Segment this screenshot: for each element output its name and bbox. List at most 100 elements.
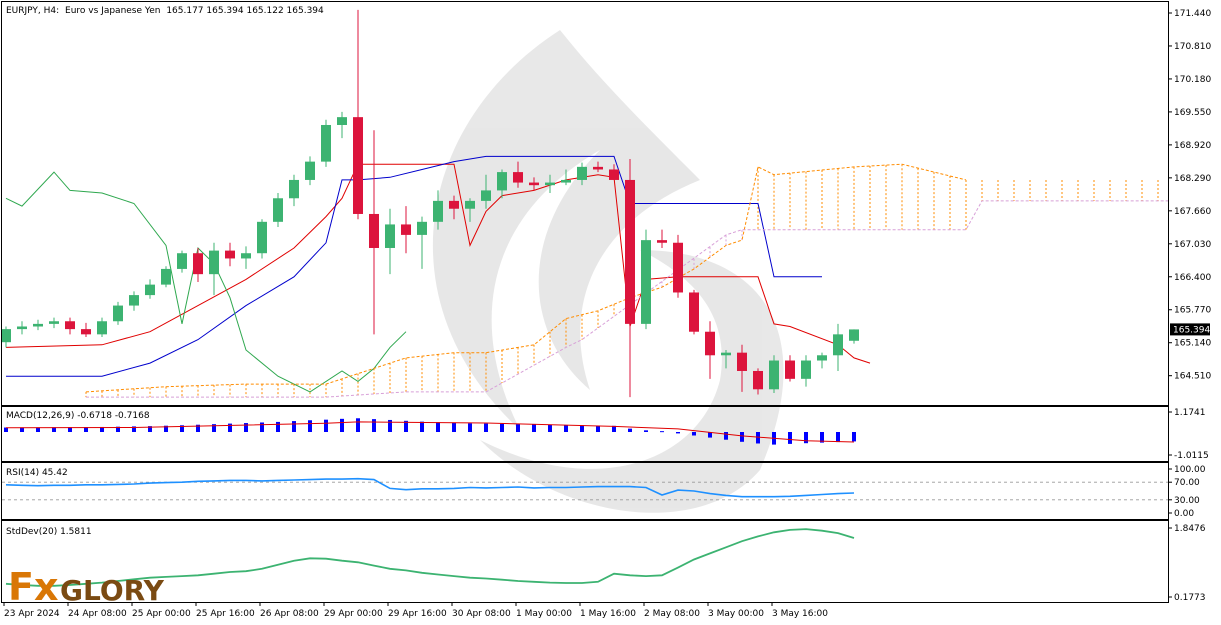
candle [305,156,315,186]
candle [49,317,59,329]
price-tick-label: 171.440 [1174,9,1211,19]
rsi-tick-label: 100.00 [1174,465,1206,475]
candle [321,119,331,167]
stddev-tick-label: 1.8476 [1174,524,1206,534]
candle-body [161,268,171,285]
macd-bar [740,432,744,442]
macd-bar [788,432,792,444]
candle-body [529,182,539,186]
macd-bar [388,419,392,432]
candle-body [97,321,107,335]
time-tick-label: 29 Apr 00:00 [324,609,383,619]
candle-body [465,200,475,209]
candle [705,321,715,379]
candle-body [609,169,619,180]
macd-bar [196,424,200,432]
candle [433,190,443,230]
time-tick-label: 3 May 16:00 [772,609,828,619]
candle-body [737,352,747,371]
main-panel-frame [1,1,1169,406]
candle [369,130,379,335]
candle-body [497,172,507,191]
candle-body [593,166,603,170]
candle-body [449,200,459,209]
macd-bar [20,427,24,432]
candle-body [2,329,11,343]
candle-body [401,224,411,235]
candle [241,246,251,269]
macd-bar [308,420,312,432]
candle [625,159,635,398]
candle-body [657,240,667,243]
macd-bar [436,422,440,432]
candle [817,352,827,369]
candle [465,198,475,222]
macd-bar [660,431,664,433]
candle [689,289,699,335]
macd-bar [756,432,760,444]
candle-body [257,221,267,254]
candle [657,229,667,248]
candle-body [305,161,315,180]
macd-bar [52,427,56,432]
chikou-line [5,171,407,393]
candle [353,9,363,220]
candle-body [673,242,683,293]
candle [81,322,91,337]
macd-bar [676,432,680,434]
candle [337,111,347,139]
macd-bar [260,422,264,432]
price-tick-label: 165.770 [1174,306,1211,316]
macd-signal-line [5,421,855,443]
rsi-tick-label: 70.00 [1174,478,1200,488]
candle-body [145,284,155,296]
background-watermark [432,30,784,513]
rsi-tick-label: 30.00 [1174,496,1200,506]
macd-bar [68,427,72,432]
candle [641,229,651,330]
price-tick-label: 164.510 [1174,372,1211,382]
candle [769,355,779,393]
stddev-title: StdDev(20) 1.5811 [6,527,92,537]
current-price-label: 165.394 [1173,325,1210,335]
candle [2,326,11,348]
candle-body [49,321,59,324]
rsi-title: RSI(14) 45.42 [6,468,68,478]
candle [593,161,603,173]
price-tick-label: 170.810 [1174,42,1211,52]
macd-bar [500,423,504,432]
current-price-tag: 165.394 [1170,323,1210,336]
macd-tick-label: 1.1741 [1174,408,1206,418]
time-tick-label: 25 Apr 00:00 [132,609,191,619]
candle-body [81,329,91,335]
time-tick-label: 1 May 00:00 [516,609,572,619]
candle-body [689,292,699,332]
candle-body [545,182,555,186]
candle-body [481,190,491,201]
candle [65,317,75,335]
candle [833,323,843,371]
candle [385,208,395,275]
time-axis: 23 Apr 2024 24 Apr 08:00 25 Apr 00:00 25 Ap… [3,602,828,619]
rsi-indicator [2,477,1168,501]
macd-bar [516,424,520,432]
candle-body [33,323,43,327]
macd-bar [84,427,88,432]
candle [17,321,27,335]
candle [609,164,619,180]
time-tick-label: 24 Apr 08:00 [68,609,127,619]
candle [113,301,123,325]
candle [481,174,491,209]
price-tick-label: 168.290 [1174,174,1211,184]
macd-bar [804,432,808,444]
price-tick-label: 167.660 [1174,207,1211,217]
macd-bar [324,419,328,432]
macd-bar [708,432,712,438]
macd-bar [820,432,824,443]
candle [145,279,155,299]
candle-body [417,221,427,235]
macd-bar [116,426,120,432]
candle-body [385,224,395,248]
logo-fx: Fx [8,565,58,609]
